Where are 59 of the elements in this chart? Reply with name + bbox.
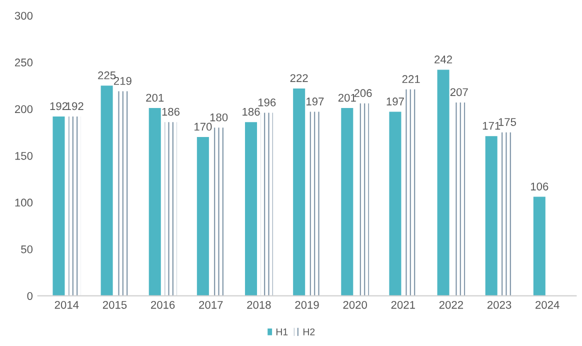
bar: [100, 86, 113, 296]
bar: [68, 116, 81, 296]
x-tick-label: 2020: [343, 300, 367, 309]
data-label: 206: [354, 89, 372, 98]
y-tick-label: 50: [21, 245, 33, 254]
bar: [148, 108, 161, 296]
bar: [341, 108, 354, 296]
y-tick-label: 150: [15, 152, 33, 160]
data-label: 192: [50, 102, 68, 110]
bar: [196, 137, 209, 296]
data-label: 170: [194, 122, 212, 131]
x-tick-label: 2017: [199, 300, 223, 309]
x-tick-label: 2016: [151, 300, 175, 309]
data-label: 171: [482, 122, 500, 130]
x-tick-label: 2021: [391, 300, 415, 309]
bar: [245, 122, 258, 296]
data-label: 219: [114, 77, 132, 85]
legend-label: H1: [276, 328, 288, 336]
bar: [533, 196, 546, 296]
data-label: 186: [242, 108, 260, 116]
bar: [437, 70, 450, 296]
bar: [293, 88, 306, 296]
data-label: 175: [498, 118, 516, 126]
x-tick-label: 2019: [295, 300, 319, 309]
x-tick-label: 2024: [536, 300, 560, 309]
legend-label: H2: [303, 328, 315, 336]
data-label: 221: [402, 75, 420, 83]
data-label: 207: [450, 88, 468, 96]
y-tick-label: 0: [27, 292, 33, 300]
bar: [52, 116, 65, 296]
x-tick-label: 2018: [247, 300, 271, 309]
y-tick-label: 300: [14, 12, 33, 20]
bar: [405, 89, 418, 296]
data-label: 192: [66, 102, 84, 110]
data-label: 225: [98, 71, 116, 80]
data-label: 201: [338, 94, 356, 102]
y-tick-label: 250: [14, 58, 33, 66]
bar: [389, 112, 402, 296]
data-label: 197: [306, 98, 324, 106]
data-label: 201: [146, 94, 164, 102]
x-tick-label: 2023: [487, 300, 512, 309]
x-tick-label: 2014: [54, 300, 79, 309]
x-tick-label: 2022: [439, 300, 464, 309]
y-tick-label: 200: [14, 105, 33, 114]
data-label: 197: [386, 98, 404, 106]
bar: [308, 112, 321, 296]
data-label: 222: [290, 74, 308, 82]
x-tick-label: 2015: [102, 300, 127, 309]
bar: [485, 136, 498, 296]
data-label: 106: [530, 182, 548, 190]
data-label: 196: [258, 98, 276, 106]
data-label: 242: [434, 56, 452, 64]
bar: [260, 112, 273, 296]
bar: [212, 128, 225, 296]
data-label: 180: [210, 113, 228, 122]
bar: [116, 91, 129, 296]
bar: [164, 122, 177, 296]
y-tick-label: 100: [15, 198, 33, 207]
data-label: 186: [162, 108, 180, 116]
